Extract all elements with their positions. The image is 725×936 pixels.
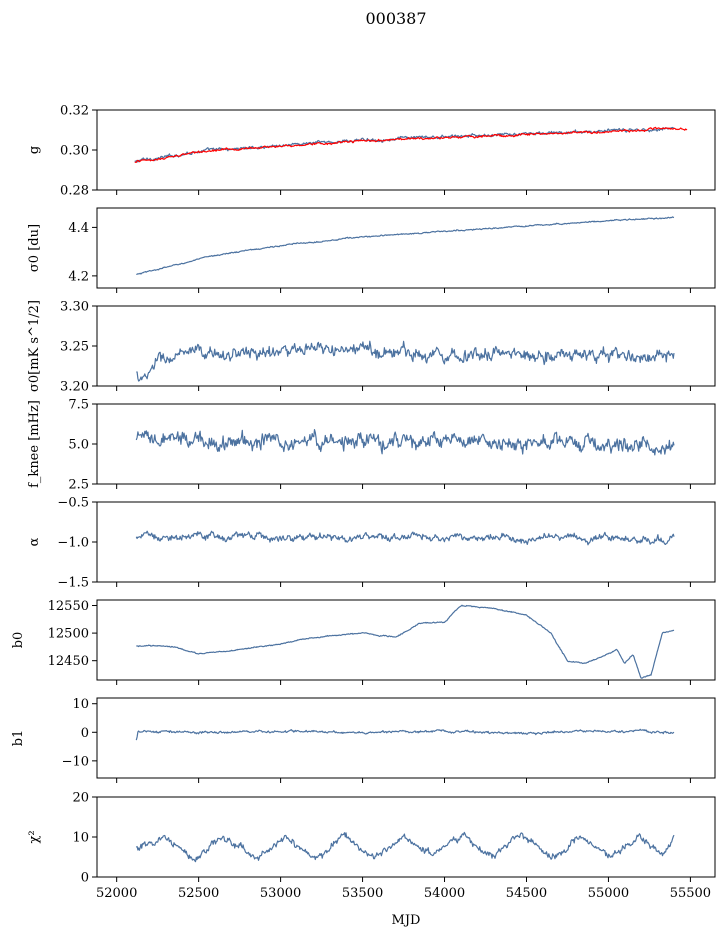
- y-tick-label: 4.4: [68, 221, 89, 236]
- series-line: [136, 604, 675, 679]
- y-axis-label: f_knee [mHz]: [27, 400, 42, 488]
- plot-frame: [96, 207, 716, 289]
- subplot-4: 2.5 5.0 7.5 f_knee [mHz]: [27, 398, 716, 493]
- subplot-8: 0 10 20 52000 52500 53000 53500 54000 54500 55000…: [27, 791, 716, 901]
- series-line: [135, 831, 675, 863]
- y-axis-label: α: [27, 537, 42, 546]
- subplot-stack: 0.28 0.30 0.32 g 4.2 4.4 σ0 [du] 3.20 3.25 3.30 σ0…: [11, 104, 716, 901]
- x-tick-label: 52500: [178, 886, 219, 901]
- plot-frame: [96, 109, 716, 191]
- plot-frame: [96, 697, 716, 779]
- y-tick-label: 0.32: [60, 104, 89, 119]
- x-tick-label: 53000: [260, 886, 301, 901]
- x-tick-label: 53500: [342, 886, 383, 901]
- subplot-6: 12450 12500 12550 b0: [11, 599, 716, 685]
- series-line: [135, 429, 675, 456]
- plot-frame: [96, 599, 716, 681]
- x-tick-label: 55000: [588, 886, 629, 901]
- y-tick-label: 20: [72, 791, 89, 806]
- subplot-2: 4.2 4.4 σ0 [du]: [27, 207, 716, 293]
- series-line: [136, 340, 675, 382]
- plot-frame: [96, 796, 716, 878]
- x-tick-label: 52000: [96, 886, 137, 901]
- y-axis-label: b1: [11, 730, 26, 747]
- figure-title: 000387: [365, 9, 426, 28]
- y-tick-label: 3.30: [60, 300, 89, 315]
- y-tick-label: 4.2: [68, 269, 89, 284]
- y-tick-label: 0: [81, 871, 89, 886]
- series-line: [136, 216, 675, 275]
- y-tick-label: 3.25: [60, 340, 89, 355]
- y-tick-label: 0: [81, 726, 89, 741]
- subplot-3: 3.20 3.25 3.30 σ0[mK s^1/2]: [27, 300, 716, 395]
- series-line: [135, 728, 675, 741]
- y-tick-label: 2.5: [68, 478, 89, 493]
- series-line: [135, 530, 675, 546]
- y-axis-label: b0: [11, 632, 26, 649]
- y-axis-label: g: [27, 146, 42, 154]
- series-line: [134, 126, 688, 163]
- y-tick-label: 12550: [48, 599, 89, 614]
- y-tick-label: 0.30: [60, 144, 89, 159]
- x-tick-label: 54000: [424, 886, 465, 901]
- y-tick-label: 5.0: [68, 438, 89, 453]
- x-tick-label: 55500: [670, 886, 711, 901]
- x-axis-label: MJD: [392, 913, 421, 928]
- x-tick-label: 54500: [506, 886, 547, 901]
- y-tick-label: 10: [72, 697, 89, 712]
- y-axis-label: σ0 [du]: [27, 224, 42, 272]
- y-axis-label: χ²: [27, 830, 42, 843]
- y-tick-label: −0.5: [57, 496, 89, 511]
- subplot-1: 0.28 0.30 0.32 g: [27, 104, 716, 199]
- y-axis-label: σ0[mK s^1/2]: [27, 300, 42, 392]
- y-tick-label: 12450: [48, 654, 89, 669]
- plot-frame: [96, 501, 716, 583]
- y-tick-label: 12500: [48, 627, 89, 642]
- y-tick-label: 3.20: [60, 380, 89, 395]
- y-tick-label: −10: [62, 754, 89, 769]
- y-tick-label: −1.5: [57, 576, 89, 591]
- y-tick-label: 0.28: [60, 184, 89, 199]
- subplot-5: −1.5 −1.0 −0.5 α: [27, 496, 716, 591]
- y-tick-label: 10: [72, 831, 89, 846]
- y-tick-label: 7.5: [68, 398, 89, 413]
- y-tick-label: −1.0: [57, 536, 89, 551]
- plot-frame: [96, 305, 716, 387]
- subplot-7: −10 0 10 b1: [11, 697, 716, 783]
